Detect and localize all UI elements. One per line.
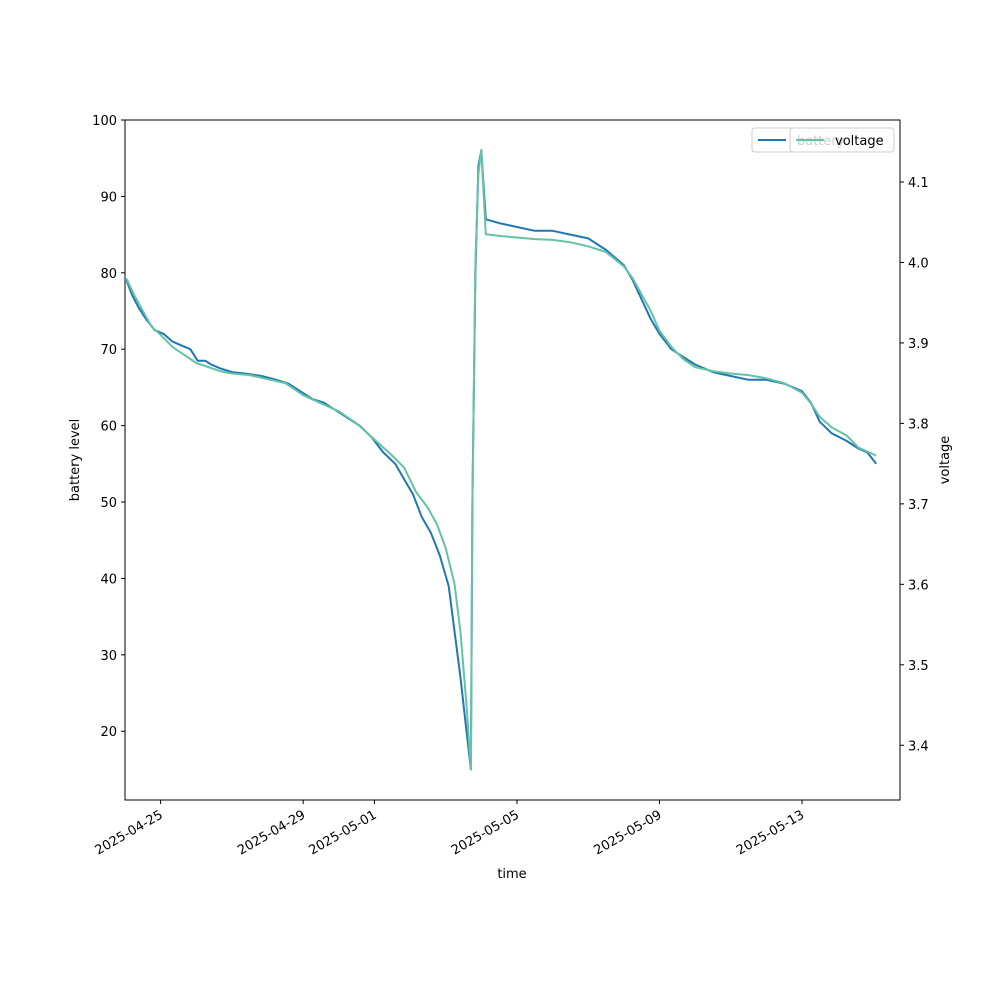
y-tick-label: 60: [100, 420, 117, 435]
legend-right: voltage: [789, 127, 895, 153]
series-layer: [125, 148, 877, 771]
y-tick-label: 90: [100, 190, 117, 205]
y2-tick-label: 4.0: [908, 256, 929, 271]
legend-right-box: [789, 127, 895, 153]
y-tick-label: 20: [100, 725, 117, 740]
y2-axis-label: voltage: [938, 436, 953, 485]
y-tick-label: 40: [100, 572, 117, 587]
y-axis-ticks: 20 30 40 50 60 70 80 90 100: [92, 114, 125, 740]
y-tick-label: 80: [100, 267, 117, 282]
y2-tick-label: 3.6: [908, 578, 929, 593]
y-tick-label: 70: [100, 343, 117, 358]
y2-tick-label: 4.1: [908, 176, 929, 191]
y2-tick-label: 3.9: [908, 337, 929, 352]
y2-tick-label: 3.7: [908, 498, 929, 513]
x-axis-label: time: [497, 867, 526, 882]
y-axis-label: battery level: [68, 419, 83, 502]
y2-axis-ticks: 3.4 3.5 3.6 3.7 3.8 3.9 4.0 4.1: [900, 176, 929, 754]
y-tick-label: 50: [100, 496, 117, 511]
y2-tick-label: 3.8: [908, 417, 929, 432]
series-line-battery: [125, 149, 877, 771]
axes-frame: [124, 119, 901, 801]
y-tick-label: 30: [100, 649, 117, 664]
y2-tick-label: 3.4: [908, 739, 929, 754]
y-tick-label: 100: [92, 114, 117, 129]
y2-tick-label: 3.5: [908, 659, 929, 674]
legend-voltage-label: voltage: [835, 134, 884, 149]
series-line-voltage: [125, 148, 877, 771]
